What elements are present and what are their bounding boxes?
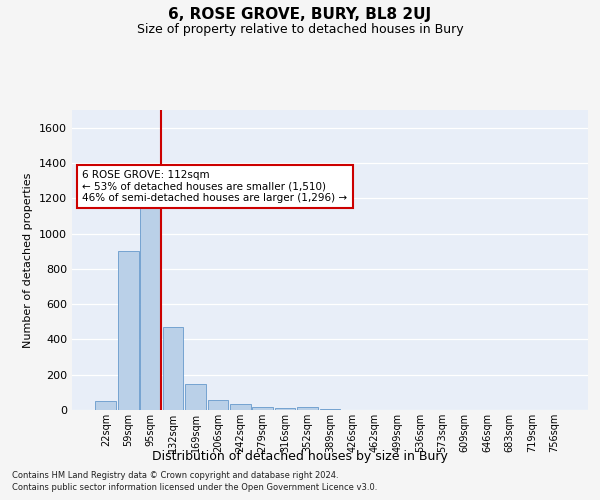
Bar [253, 408, 273, 410]
Bar [95, 401, 116, 410]
Text: Contains HM Land Registry data © Crown copyright and database right 2024.: Contains HM Land Registry data © Crown c… [12, 470, 338, 480]
Text: 6 ROSE GROVE: 112sqm
← 53% of detached houses are smaller (1,510)
46% of semi-de: 6 ROSE GROVE: 112sqm ← 53% of detached h… [82, 170, 347, 203]
Bar [118, 251, 139, 410]
Text: 6, ROSE GROVE, BURY, BL8 2UJ: 6, ROSE GROVE, BURY, BL8 2UJ [169, 8, 431, 22]
Bar [275, 408, 295, 410]
Bar [320, 409, 340, 410]
Text: Contains public sector information licensed under the Open Government Licence v3: Contains public sector information licen… [12, 483, 377, 492]
Bar [297, 408, 318, 410]
Y-axis label: Number of detached properties: Number of detached properties [23, 172, 34, 348]
Bar [140, 200, 161, 410]
Bar [163, 327, 184, 410]
Text: Size of property relative to detached houses in Bury: Size of property relative to detached ho… [137, 22, 463, 36]
Bar [185, 384, 206, 410]
Bar [208, 400, 228, 410]
Text: Distribution of detached houses by size in Bury: Distribution of detached houses by size … [152, 450, 448, 463]
Bar [230, 404, 251, 410]
